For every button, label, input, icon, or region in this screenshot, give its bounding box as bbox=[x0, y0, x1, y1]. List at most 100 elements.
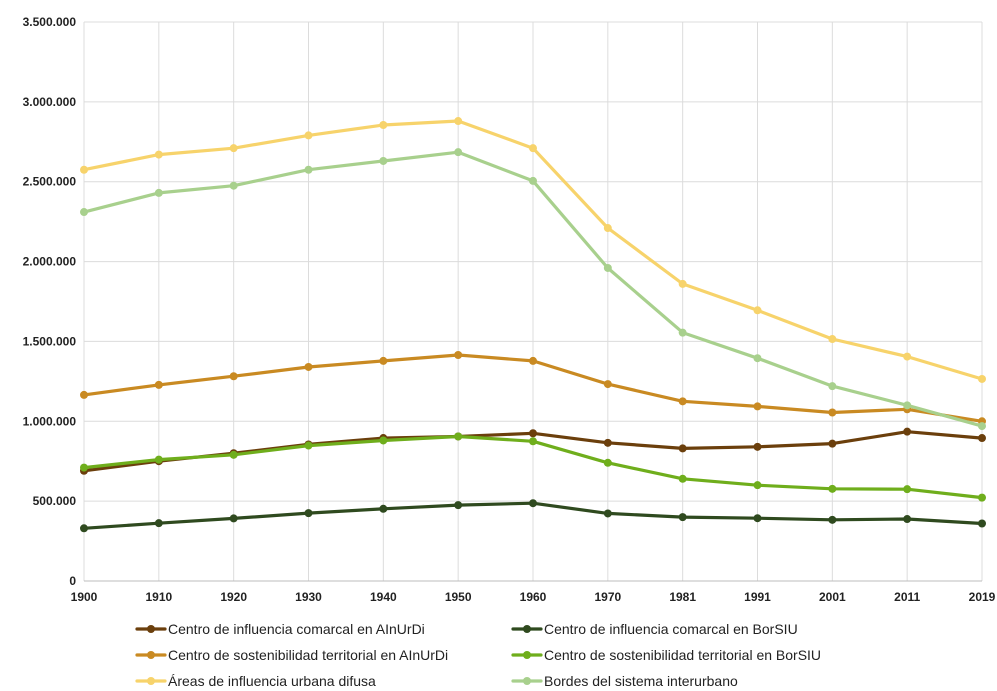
data-point bbox=[603, 263, 612, 272]
data-point bbox=[678, 397, 687, 406]
data-point bbox=[828, 515, 837, 524]
data-point bbox=[678, 474, 687, 483]
data-point bbox=[678, 328, 687, 337]
data-point bbox=[978, 519, 986, 528]
data-point bbox=[978, 493, 986, 502]
legend: Centro de influencia comarcal en AInUrDi… bbox=[135, 621, 821, 689]
data-point bbox=[828, 484, 837, 493]
y-tick-label: 2.500.000 bbox=[23, 175, 77, 189]
y-tick-label: 0 bbox=[69, 574, 76, 588]
legend-label: Centro de influencia comarcal en AInUrDi bbox=[168, 621, 425, 637]
data-point bbox=[80, 165, 88, 174]
data-point bbox=[903, 485, 912, 494]
data-point bbox=[753, 481, 762, 490]
data-point bbox=[603, 438, 612, 447]
data-point bbox=[154, 150, 163, 159]
x-tick-label: 2011 bbox=[894, 590, 920, 604]
data-point bbox=[678, 279, 687, 288]
data-point bbox=[753, 306, 762, 315]
legend-marker bbox=[147, 677, 155, 685]
data-point bbox=[379, 504, 388, 513]
data-point bbox=[903, 352, 912, 361]
x-tick-label: 1930 bbox=[295, 590, 322, 604]
data-point bbox=[678, 513, 687, 522]
data-point bbox=[603, 509, 612, 518]
data-point bbox=[154, 519, 163, 528]
legend-marker bbox=[147, 651, 155, 659]
data-point bbox=[229, 514, 238, 523]
data-point bbox=[154, 188, 163, 197]
legend-item: Áreas de influencia urbana difusa bbox=[135, 673, 376, 689]
data-point bbox=[529, 429, 537, 438]
data-point bbox=[229, 372, 238, 381]
legend-label: Bordes del sistema interurbano bbox=[544, 673, 738, 689]
data-point bbox=[753, 514, 762, 523]
series-5 bbox=[80, 148, 986, 431]
data-point bbox=[80, 208, 88, 217]
data-point bbox=[454, 432, 463, 441]
y-tick-label: 3.500.000 bbox=[23, 15, 77, 29]
x-tick-label: 1960 bbox=[520, 590, 547, 604]
series-1 bbox=[80, 499, 986, 533]
legend-item: Centro de sostenibilidad territorial en … bbox=[511, 647, 821, 663]
axes: 0 500.000 1.000.000 1.500.000 2.000.000 2.500… bbox=[23, 15, 996, 604]
legend-label: Centro de sostenibilidad territorial en … bbox=[544, 647, 821, 663]
data-point bbox=[903, 427, 912, 436]
legend-marker bbox=[523, 651, 531, 659]
data-point bbox=[454, 117, 463, 126]
data-point bbox=[379, 356, 388, 365]
data-point bbox=[828, 439, 837, 448]
legend-label: Centro de sostenibilidad territorial en … bbox=[168, 647, 448, 663]
data-point bbox=[229, 144, 238, 153]
data-point bbox=[80, 524, 88, 533]
data-point bbox=[304, 362, 313, 371]
data-point bbox=[529, 144, 537, 153]
legend-marker bbox=[523, 677, 531, 685]
data-point bbox=[978, 374, 986, 383]
data-point bbox=[80, 463, 88, 472]
x-tick-label: 1920 bbox=[220, 590, 247, 604]
data-point bbox=[229, 450, 238, 459]
data-point bbox=[229, 181, 238, 190]
data-point bbox=[379, 121, 388, 130]
data-point bbox=[379, 436, 388, 445]
data-point bbox=[828, 382, 837, 391]
data-point bbox=[753, 442, 762, 451]
data-point bbox=[379, 156, 388, 165]
data-point bbox=[80, 390, 88, 399]
series-4 bbox=[80, 117, 986, 383]
data-point bbox=[828, 408, 837, 417]
legend-marker bbox=[523, 625, 531, 633]
data-point bbox=[529, 499, 537, 508]
data-point bbox=[603, 458, 612, 467]
data-point bbox=[304, 165, 313, 174]
y-tick-label: 1.000.000 bbox=[23, 414, 77, 428]
data-point bbox=[304, 441, 313, 450]
data-point bbox=[978, 422, 986, 431]
data-point bbox=[978, 434, 986, 443]
x-tick-label: 1970 bbox=[594, 590, 621, 604]
data-point bbox=[454, 351, 463, 360]
data-point bbox=[603, 224, 612, 233]
y-tick-label: 3.000.000 bbox=[23, 95, 77, 109]
data-point bbox=[753, 354, 762, 363]
series-3 bbox=[80, 432, 986, 502]
legend-marker bbox=[147, 625, 155, 633]
data-point bbox=[678, 444, 687, 453]
legend-item: Centro de sostenibilidad territorial en … bbox=[135, 647, 448, 663]
grid-lines bbox=[83, 21, 983, 582]
legend-label: Áreas de influencia urbana difusa bbox=[168, 673, 376, 689]
legend-item: Centro de influencia comarcal en AInUrDi bbox=[135, 621, 425, 637]
legend-label: Centro de influencia comarcal en BorSIU bbox=[544, 621, 798, 637]
x-tick-label: 2019 bbox=[969, 590, 996, 604]
data-point bbox=[154, 455, 163, 464]
x-tick-label: 1981 bbox=[669, 590, 696, 604]
legend-item: Centro de influencia comarcal en BorSIU bbox=[511, 621, 798, 637]
data-point bbox=[304, 131, 313, 140]
data-point bbox=[903, 515, 912, 524]
legend-item: Bordes del sistema interurbano bbox=[511, 673, 738, 689]
x-tick-label: 2001 bbox=[819, 590, 846, 604]
data-point bbox=[828, 335, 837, 344]
